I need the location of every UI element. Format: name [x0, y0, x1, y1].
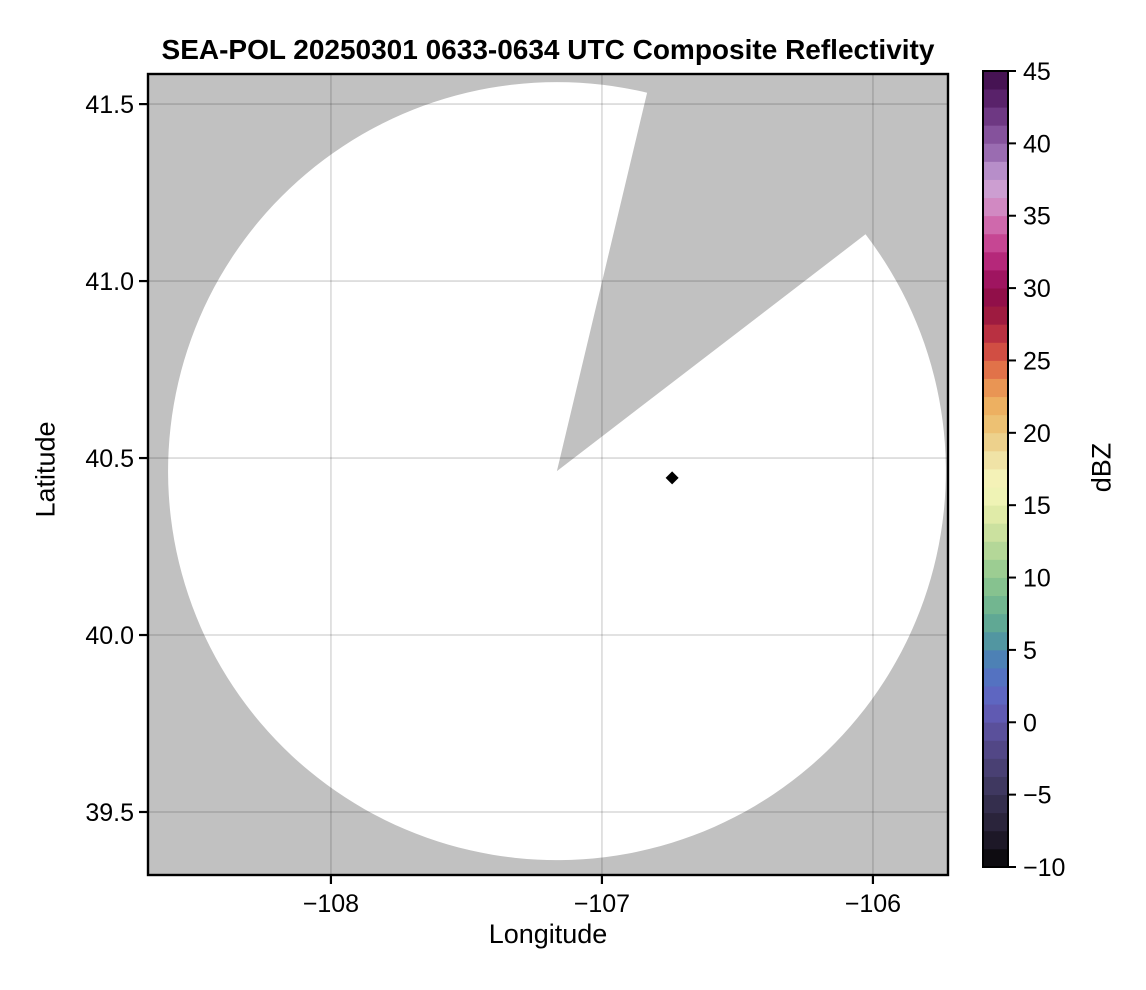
colorbar-segment — [983, 124, 1008, 144]
colorbar-segment — [983, 305, 1008, 325]
colorbar-tick-label: 0 — [1023, 709, 1037, 737]
colorbar-segment — [983, 468, 1008, 488]
colorbar-segment — [983, 197, 1008, 217]
y-tick-label: 41.0 — [85, 268, 134, 296]
colorbar-tick-label: 35 — [1023, 203, 1051, 231]
colorbar-tick-label: 25 — [1023, 347, 1051, 375]
colorbar-segment — [983, 577, 1008, 597]
y-axis-label: Latitude — [30, 421, 61, 518]
colorbar-outline — [982, 70, 1009, 868]
colorbar-tick-label: 15 — [1023, 492, 1051, 520]
colorbar-segment — [983, 88, 1008, 108]
colorbar-segment — [983, 540, 1008, 560]
colorbar-segment — [983, 414, 1008, 434]
colorbar-segment — [983, 559, 1008, 578]
colorbar-segment — [983, 432, 1008, 452]
colorbar-tick-label: 20 — [1023, 420, 1051, 448]
colorbar-segment — [983, 251, 1008, 271]
x-tick-label: −108 — [303, 890, 359, 918]
colorbar-segment — [983, 215, 1008, 235]
colorbar-segment — [983, 486, 1008, 506]
colorbar-tick-label: −5 — [1023, 782, 1052, 810]
colorbar-tick-label: 10 — [1023, 565, 1051, 593]
colorbar-segment — [983, 649, 1008, 669]
colorbar-segment — [983, 848, 1008, 868]
reflectivity-point-marker — [665, 471, 679, 485]
colorbar-segment — [983, 360, 1008, 379]
colorbar-segment — [983, 703, 1008, 723]
colorbar-segment — [983, 613, 1008, 633]
y-tick-label: 39.5 — [85, 799, 134, 827]
colorbar-segment — [983, 233, 1008, 253]
colorbar-segment — [983, 106, 1008, 126]
colorbar-segment — [983, 323, 1008, 343]
colorbar-segment — [983, 179, 1008, 199]
y-tick-label: 40.0 — [85, 622, 134, 650]
colorbar-segment — [983, 378, 1008, 398]
colorbar-segment — [983, 595, 1008, 615]
colorbar-segment — [983, 794, 1008, 814]
colorbar-segment — [983, 396, 1008, 416]
colorbar-segment — [983, 631, 1008, 651]
colorbar-segment — [983, 812, 1008, 832]
colorbar-segment — [983, 721, 1008, 741]
colorbar-segment — [983, 70, 1008, 90]
x-tick-label: −106 — [845, 890, 901, 918]
colorbar-tick-label: 40 — [1023, 130, 1051, 158]
x-axis-label: Longitude — [488, 919, 608, 949]
x-tick-label: −107 — [574, 890, 630, 918]
colorbar-segment — [983, 758, 1008, 777]
colorbar-segment — [983, 776, 1008, 796]
colorbar-segment — [983, 269, 1008, 289]
plot-spines — [146, 72, 950, 877]
colorbar-segment — [983, 287, 1008, 307]
chart-title: SEA-POL 20250301 0633-0634 UTC Composite… — [161, 34, 935, 65]
colorbar-segment — [983, 450, 1008, 470]
colorbar-segment — [983, 830, 1008, 850]
colorbar-segment — [983, 142, 1008, 162]
radar-coverage-area — [168, 82, 946, 861]
colorbar-segment — [983, 341, 1008, 361]
colorbar-tick-label: 5 — [1023, 637, 1037, 665]
colorbar-tick-label: 45 — [1023, 58, 1051, 86]
colorbar-segment — [983, 522, 1008, 542]
colorbar-tick-label: −10 — [1023, 854, 1065, 882]
colorbar-segment — [983, 667, 1008, 687]
y-tick-label: 41.5 — [85, 91, 134, 119]
colorbar-segment — [983, 739, 1008, 759]
colorbar-segment — [983, 504, 1008, 524]
colorbar-label: dBZ — [1086, 442, 1117, 493]
colorbar-segment — [983, 685, 1008, 705]
colorbar-segment — [983, 161, 1008, 180]
y-tick-label: 40.5 — [85, 445, 134, 473]
colorbar-tick-label: 30 — [1023, 275, 1051, 303]
